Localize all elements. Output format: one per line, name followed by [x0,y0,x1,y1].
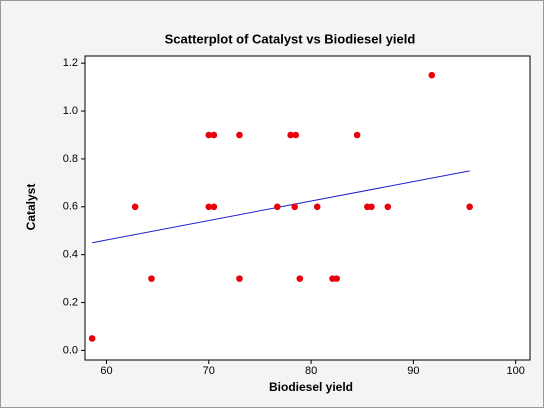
point [131,203,139,211]
point [313,203,321,211]
point [384,203,392,211]
point [88,335,96,342]
x-tick-label: 100 [506,365,524,377]
point [236,131,243,139]
point [368,203,375,211]
point [210,131,218,139]
point [148,275,155,282]
point [236,275,243,282]
y-tick-label: 0.4 [63,249,78,261]
x-axis-label: Biodiesel yield [269,380,353,394]
point [466,203,473,211]
point [333,275,340,282]
y-tick-label: 0.2 [63,296,78,308]
y-tick-label: 0.0 [63,344,78,356]
chart-title: Scatterplot of Catalyst vs Biodiesel yie… [165,31,416,46]
point [296,275,304,282]
point [205,131,213,139]
fit-line [92,170,470,244]
point [291,203,299,211]
point [274,203,281,211]
x-tick-label: 90 [407,365,419,377]
y-tick-label: 1.0 [63,105,78,117]
x-tick-label: 80 [305,365,317,377]
y-tick-label: 1.2 [63,57,78,69]
plot-area [84,55,531,361]
point [292,131,300,139]
y-tick-label: 0.6 [63,201,78,213]
point [205,203,213,211]
point [428,71,436,79]
y-axis-label: Catalyst [24,184,38,231]
point [210,203,218,211]
x-tick-label: 70 [203,365,215,377]
point [353,131,361,139]
y-tick-label: 0.8 [63,153,78,165]
point [287,131,294,139]
x-tick-label: 60 [100,365,112,377]
